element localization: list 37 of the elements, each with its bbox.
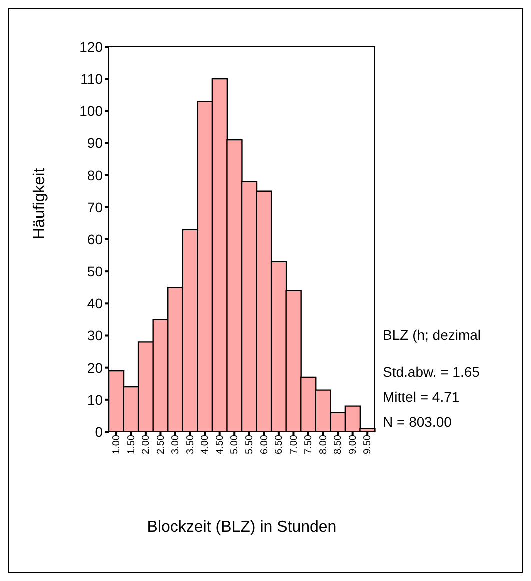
y-tick-label: 0 [95,424,104,440]
y-tick-label: 50 [87,264,104,280]
y-tick-label: 60 [87,231,104,248]
x-tick-label: 9.00 [348,434,359,454]
y-tick-label: 120 [80,38,104,55]
text: N = 803.00 [383,414,452,430]
y-tick-label: 80 [87,167,104,184]
x-tick-label: 8.50 [333,434,344,454]
x-tick-label: 6.00 [259,434,270,454]
x-tick-label: 1.00 [111,434,122,454]
x-tick-label: 7.50 [304,434,315,454]
y-tick-label: 100 [80,103,104,120]
x-tick-label: 3.50 [185,434,196,454]
x-tick-label: 4.00 [200,434,212,454]
y-tick-label: 90 [87,135,104,152]
x-tick-label: 5.50 [244,434,256,454]
x-axis-title: Blockzeit (BLZ) in Stunden [147,519,337,536]
y-tick-label: 20 [87,360,104,376]
text: Mittel = 4.71 [383,389,460,405]
x-tick-label: 8.00 [318,434,330,454]
x-tick-label: 6.50 [274,434,286,454]
y-tick-label: 110 [80,71,104,88]
y-tick-label: 10 [87,392,104,408]
x-tick-label: 9.50 [362,434,374,454]
y-axis-title: Häufigkeit [32,168,49,240]
x-tick-label: 2.00 [141,434,152,454]
x-tick-label: 4.50 [214,434,226,454]
y-tick-label: 40 [87,296,104,312]
x-tick-label: 1.50 [126,434,138,454]
y-tick-label: 30 [87,328,104,344]
x-tick-label: 3.00 [170,434,182,454]
x-tick-label: 2.50 [156,434,167,454]
x-tick-label: 7.00 [288,434,300,454]
text: BLZ (h; dezimal [383,327,482,343]
text: Std.abw. = 1.65 [383,364,480,380]
x-tick-label: 5.00 [230,434,241,454]
y-tick-label: 70 [87,199,104,216]
